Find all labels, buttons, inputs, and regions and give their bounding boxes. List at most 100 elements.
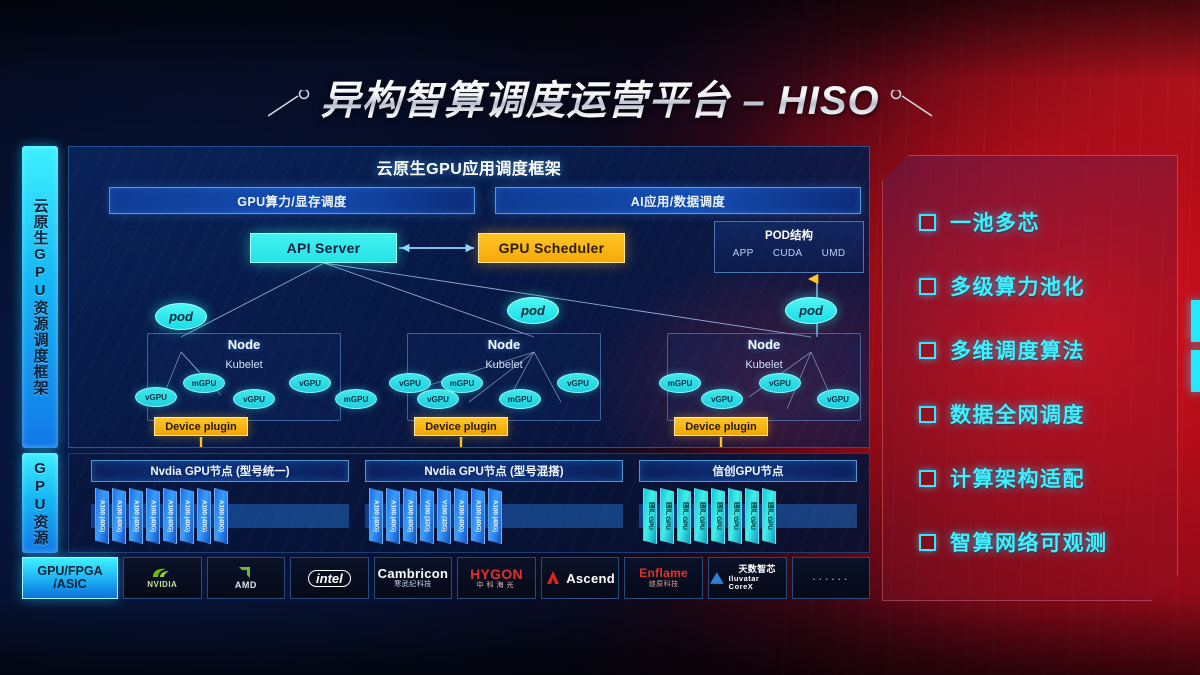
feature-item-5[interactable]: 计算架构适配 (919, 446, 1169, 510)
checkbox-icon (919, 406, 936, 423)
gpu-1-5[interactable]: mGPU (335, 389, 377, 409)
gpu-card[interactable]: V100 (32G) (437, 488, 451, 544)
checkbox-icon (919, 470, 936, 487)
vendor-ascend[interactable]: Ascend (540, 557, 620, 599)
amd-icon (239, 566, 251, 578)
vendor-enflame[interactable]: Enflame 燧原科技 (624, 557, 703, 599)
gpu-card[interactable]: 国产 GPU (660, 488, 674, 544)
vendor-iluvatar[interactable]: 天数智芯 Iluvatar CoreX (707, 557, 787, 599)
device-plugin-2[interactable]: Device plugin (414, 417, 508, 436)
vendor-more[interactable]: ······ (791, 557, 871, 599)
gpu-node-group-3: 信创GPU节点 国产 GPU 国产 GPU 国产 GPU 国产 GPU 国产 GPU 国产… (639, 460, 857, 548)
gpu-3-1[interactable]: mGPU (659, 373, 701, 393)
gpu-card[interactable]: A100 (40G) (163, 488, 177, 544)
gpu-card[interactable]: A100 (40G) (386, 488, 400, 544)
gpu-card[interactable]: 国产 GPU (711, 488, 725, 544)
cloud-native-framework-box: 云原生GPU应用调度框架 GPU算力/显存调度 AI应用/数据调度 (68, 146, 870, 448)
ascend-icon (547, 571, 560, 584)
gpu-2-4[interactable]: mGPU (499, 389, 541, 409)
gpu-card-label: 国产 GPU (664, 502, 671, 530)
feature-item-2[interactable]: 多级算力池化 (919, 254, 1169, 318)
gpu-card[interactable]: A100 (40G) (488, 488, 502, 544)
node-group-1: Node Kubelet pod vGPU mGPU vGPU vGPU mGP… (129, 303, 377, 436)
gpu-node-header-3[interactable]: 信创GPU节点 (639, 460, 857, 482)
gpu-card[interactable]: V100 (32G) (420, 488, 434, 544)
pod-2[interactable]: pod (507, 297, 559, 324)
vendor-amd[interactable]: AMD (206, 557, 286, 599)
feature-item-6[interactable]: 智算网络可观测 (919, 510, 1169, 574)
checkbox-icon (919, 214, 936, 231)
vendor-intel[interactable]: intel (290, 557, 369, 599)
gpu-card-label: A100 (40G) (389, 500, 397, 532)
vendor-hygon[interactable]: HYGON 中科海光 (457, 557, 536, 599)
gpu-1-2[interactable]: mGPU (183, 373, 225, 393)
gpu-card[interactable]: A100 (40G) (214, 488, 228, 544)
gpu-node-header-1[interactable]: Nvdia GPU节点 (型号统一) (91, 460, 349, 482)
feature-label-3: 多维调度算法 (950, 340, 1085, 363)
gpu-1-1[interactable]: vGPU (135, 387, 177, 407)
gpu-card[interactable]: 国产 GPU (677, 488, 691, 544)
vendor-label-line2: /ASIC (53, 577, 87, 591)
api-server-label: API Server (286, 240, 361, 256)
feature-item-3[interactable]: 多维调度算法 (919, 318, 1169, 382)
rail-gpu-resources: GPU资源 (22, 453, 58, 553)
gpu-node-header-2[interactable]: Nvdia GPU节点 (型号混搭) (365, 460, 623, 482)
gpu-scheduler-label: GPU Scheduler (498, 240, 605, 256)
bar-gpu-compute-memory-scheduling[interactable]: GPU算力/显存调度 (109, 187, 475, 214)
vendor-hygon-sub: 中科海光 (476, 582, 517, 590)
device-plugin-3[interactable]: Device plugin (674, 417, 768, 436)
gpu-3-3[interactable]: vGPU (759, 373, 801, 393)
device-plugin-1[interactable]: Device plugin (154, 417, 248, 436)
framework-heading: 云原生GPU应用调度框架 (376, 161, 562, 178)
gpu-card[interactable]: A100 (40G) (403, 488, 417, 544)
rail-cloud-native-framework: 云原生GPU资源调度框架 (22, 146, 58, 448)
gpu-card[interactable]: A100 (40G) (369, 488, 383, 544)
api-server-box[interactable]: API Server (250, 233, 397, 263)
gpu-card[interactable]: A100 (40G) (95, 488, 109, 544)
feature-item-1[interactable]: 一池多芯 (919, 190, 1169, 254)
gpu-scheduler-box[interactable]: GPU Scheduler (478, 233, 625, 263)
bar-ai-app-data-scheduling[interactable]: AI应用/数据调度 (495, 187, 861, 214)
gpu-card[interactable]: A100 (40G) (197, 488, 211, 544)
gpu-node-group-1: Nvdia GPU节点 (型号统一) A100 (40G) A100 (40G) A… (91, 460, 349, 548)
gpu-card-label: V100 (32G) (440, 500, 448, 532)
vendor-cambricon[interactable]: Cambricon 寒武纪科技 (373, 557, 453, 599)
gpu-card[interactable]: A100 (40G) (454, 488, 468, 544)
kubelet-label-2: Kubelet (485, 359, 523, 371)
node-group-3: Node Kubelet pod mGPU vGPU vGPU vGPU Dev… (649, 297, 869, 436)
gpu-2-1[interactable]: vGPU (389, 373, 431, 393)
gpu-card[interactable]: 国产 GPU (643, 488, 657, 544)
gpu-2-3[interactable]: vGPU (417, 389, 459, 409)
gpu-2-2[interactable]: mGPU (441, 373, 483, 393)
pod-layer-umd: UMD (821, 248, 846, 259)
pod-1[interactable]: pod (155, 303, 207, 330)
pod-3[interactable]: pod (785, 297, 837, 324)
vendor-nvidia[interactable]: NVIDIA (123, 557, 202, 599)
vendor-cambricon-sub: 寒武纪科技 (394, 581, 432, 589)
gpu-card-label: A100 (40G) (457, 500, 465, 532)
feature-label-6: 智算网络可观测 (950, 532, 1108, 555)
gpu-card[interactable]: 国产 GPU (694, 488, 708, 544)
gpu-1-4[interactable]: vGPU (289, 373, 331, 393)
gpu-resources-box: Nvdia GPU节点 (型号统一) A100 (40G) A100 (40G) A… (68, 453, 870, 553)
feature-item-4[interactable]: 数据全网调度 (919, 382, 1169, 446)
gpu-card[interactable]: A100 (40G) (471, 488, 485, 544)
vendor-enflame-label: Enflame (639, 566, 689, 581)
gpu-card[interactable]: A100 (40G) (112, 488, 126, 544)
vendor-hygon-label: HYGON (470, 565, 523, 582)
gpu-card[interactable]: 国产 GPU (762, 488, 776, 544)
gpu-card-label: A100 (40G) (217, 500, 225, 532)
gpu-card[interactable]: A100 (40G) (129, 488, 143, 544)
pod-layer-cuda: CUDA (772, 248, 803, 259)
gpu-card[interactable]: 国产 GPU (728, 488, 742, 544)
gpu-2-5[interactable]: vGPU (557, 373, 599, 393)
gpu-3-2[interactable]: vGPU (701, 389, 743, 409)
gpu-card[interactable]: A100 (40G) (180, 488, 194, 544)
gpu-card[interactable]: 国产 GPU (745, 488, 759, 544)
checkbox-icon (919, 342, 936, 359)
gpu-card[interactable]: A100 (40G) (146, 488, 160, 544)
gpu-1-3[interactable]: vGPU (233, 389, 275, 409)
gpu-card-label: A100 (40G) (200, 500, 208, 532)
gpu-node-group-2: Nvdia GPU节点 (型号混搭) A100 (40G) A100 (40G) A… (365, 460, 623, 548)
gpu-3-4[interactable]: vGPU (817, 389, 859, 409)
